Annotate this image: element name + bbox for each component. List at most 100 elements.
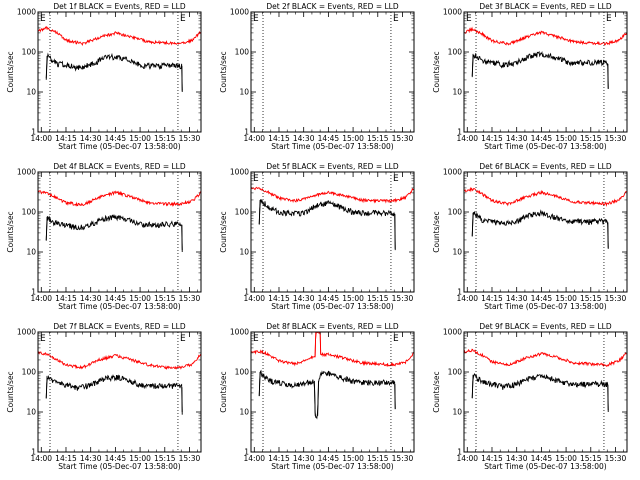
x-tick-label: 15:00 [342,454,364,463]
event-rate-line [471,373,609,411]
y-tick-label: 10 [26,88,36,97]
plot-frame [250,171,415,293]
x-axis-label: Start Time (05-Dec-07 13:58:00) [271,142,393,151]
x-tick-label: 14:45 [531,294,553,303]
y-tick-label: 100 [235,368,250,377]
x-tick-label: 15:30 [179,294,201,303]
x-axis-label: Start Time (05-Dec-07 13:58:00) [58,462,180,471]
x-tick-label: 15:00 [342,294,364,303]
end-marker-label: E [253,174,259,184]
x-tick-label: 14:45 [318,294,340,303]
plot-frame [37,11,202,133]
x-axis-label: Start Time (05-Dec-07 13:58:00) [271,462,393,471]
y-tick-label: 10 [26,408,36,417]
x-tick-label: 15:30 [392,134,414,143]
plot-frame [37,331,202,453]
y-tick-label: 1000 [230,328,249,337]
event-rate-line [45,214,183,250]
x-axis-label: Start Time (05-Dec-07 13:58:00) [58,142,180,151]
plot-frame [250,11,415,133]
y-tick-label: 1000 [230,168,249,177]
y-axis-label: Counts/sec [432,51,441,92]
x-tick-label: 15:00 [555,294,577,303]
plot-area [464,186,627,249]
x-tick-label: 14:45 [318,454,340,463]
x-tick-label: 15:00 [555,454,577,463]
panel-title: Det 4f BLACK = Events, RED = LLD [53,162,186,171]
rate-step-segment [317,380,319,416]
y-axis-label: Counts/sec [6,211,15,252]
rate-step-segment [471,374,474,399]
x-tick-label: 15:15 [154,134,176,143]
lld-rate-line [251,186,414,204]
x-tick-label: 14:15 [481,454,503,463]
x-tick-label: 15:30 [605,454,627,463]
panel-title: Det 2f BLACK = Events, RED = LLD [266,2,399,11]
y-axis-label: Counts/sec [219,211,228,252]
x-tick-label: 15:00 [129,454,151,463]
y-tick-label: 1 [457,448,462,457]
x-tick-label: 15:15 [580,454,602,463]
y-tick-label: 1000 [230,8,249,17]
x-tick-label: 14:15 [268,134,290,143]
end-marker-label: E [40,14,46,24]
x-tick-label: 14:30 [293,134,315,143]
end-marker-label: E [466,14,472,24]
x-axis-label: Start Time (05-Dec-07 13:58:00) [484,302,606,311]
event-rate-line [471,209,609,248]
y-tick-label: 100 [22,368,37,377]
y-tick-label: 10 [239,88,249,97]
y-axis-label: Counts/sec [432,371,441,412]
x-axis-label: Start Time (05-Dec-07 13:58:00) [484,462,606,471]
x-axis-label: Start Time (05-Dec-07 13:58:00) [58,302,180,311]
y-tick-label: 10 [452,248,462,257]
x-tick-label: 15:00 [555,134,577,143]
x-tick-label: 14:00 [30,134,52,143]
end-marker-label: E [393,174,399,184]
end-marker-label: E [393,14,399,24]
x-tick-label: 14:00 [243,134,265,143]
lld-rate-line [464,348,627,368]
panel-title: Det 8f BLACK = Events, RED = LLD [266,322,399,331]
x-tick-label: 15:15 [154,454,176,463]
event-rate-line [258,199,396,251]
y-tick-label: 10 [239,248,249,257]
x-tick-label: 14:45 [531,454,553,463]
x-tick-label: 15:00 [342,134,364,143]
event-rate-line [45,52,183,91]
x-tick-label: 14:45 [105,454,127,463]
y-tick-label: 1 [31,448,36,457]
x-tick-label: 15:15 [580,134,602,143]
x-tick-label: 15:30 [605,134,627,143]
y-tick-label: 100 [22,208,37,217]
y-axis-label: Counts/sec [219,51,228,92]
y-tick-label: 100 [448,368,463,377]
event-rate-line [45,374,183,415]
lld-rate-line [251,332,414,368]
end-marker-label: E [180,334,186,344]
y-tick-label: 1 [244,128,249,137]
y-tick-label: 1000 [443,328,462,337]
lld-rate-line [38,351,201,370]
x-tick-label: 14:30 [80,134,102,143]
rate-step-segment [45,55,48,79]
x-tick-label: 15:30 [392,294,414,303]
panel-title: Det 3f BLACK = Events, RED = LLD [479,2,612,11]
x-tick-label: 15:30 [392,454,414,463]
x-tick-label: 15:00 [129,294,151,303]
y-tick-label: 100 [235,48,250,57]
panel-title: Det 9f BLACK = Events, RED = LLD [479,322,612,331]
x-tick-label: 15:30 [179,134,201,143]
plot-frame [463,331,628,453]
x-tick-label: 14:30 [293,454,315,463]
event-rate-line [258,369,396,420]
panel-title: Det 1f BLACK = Events, RED = LLD [53,2,186,11]
end-marker-label: E [606,14,612,24]
rate-step-segment [45,375,48,399]
end-marker-label: E [253,14,259,24]
lld-rate-line [464,186,627,207]
